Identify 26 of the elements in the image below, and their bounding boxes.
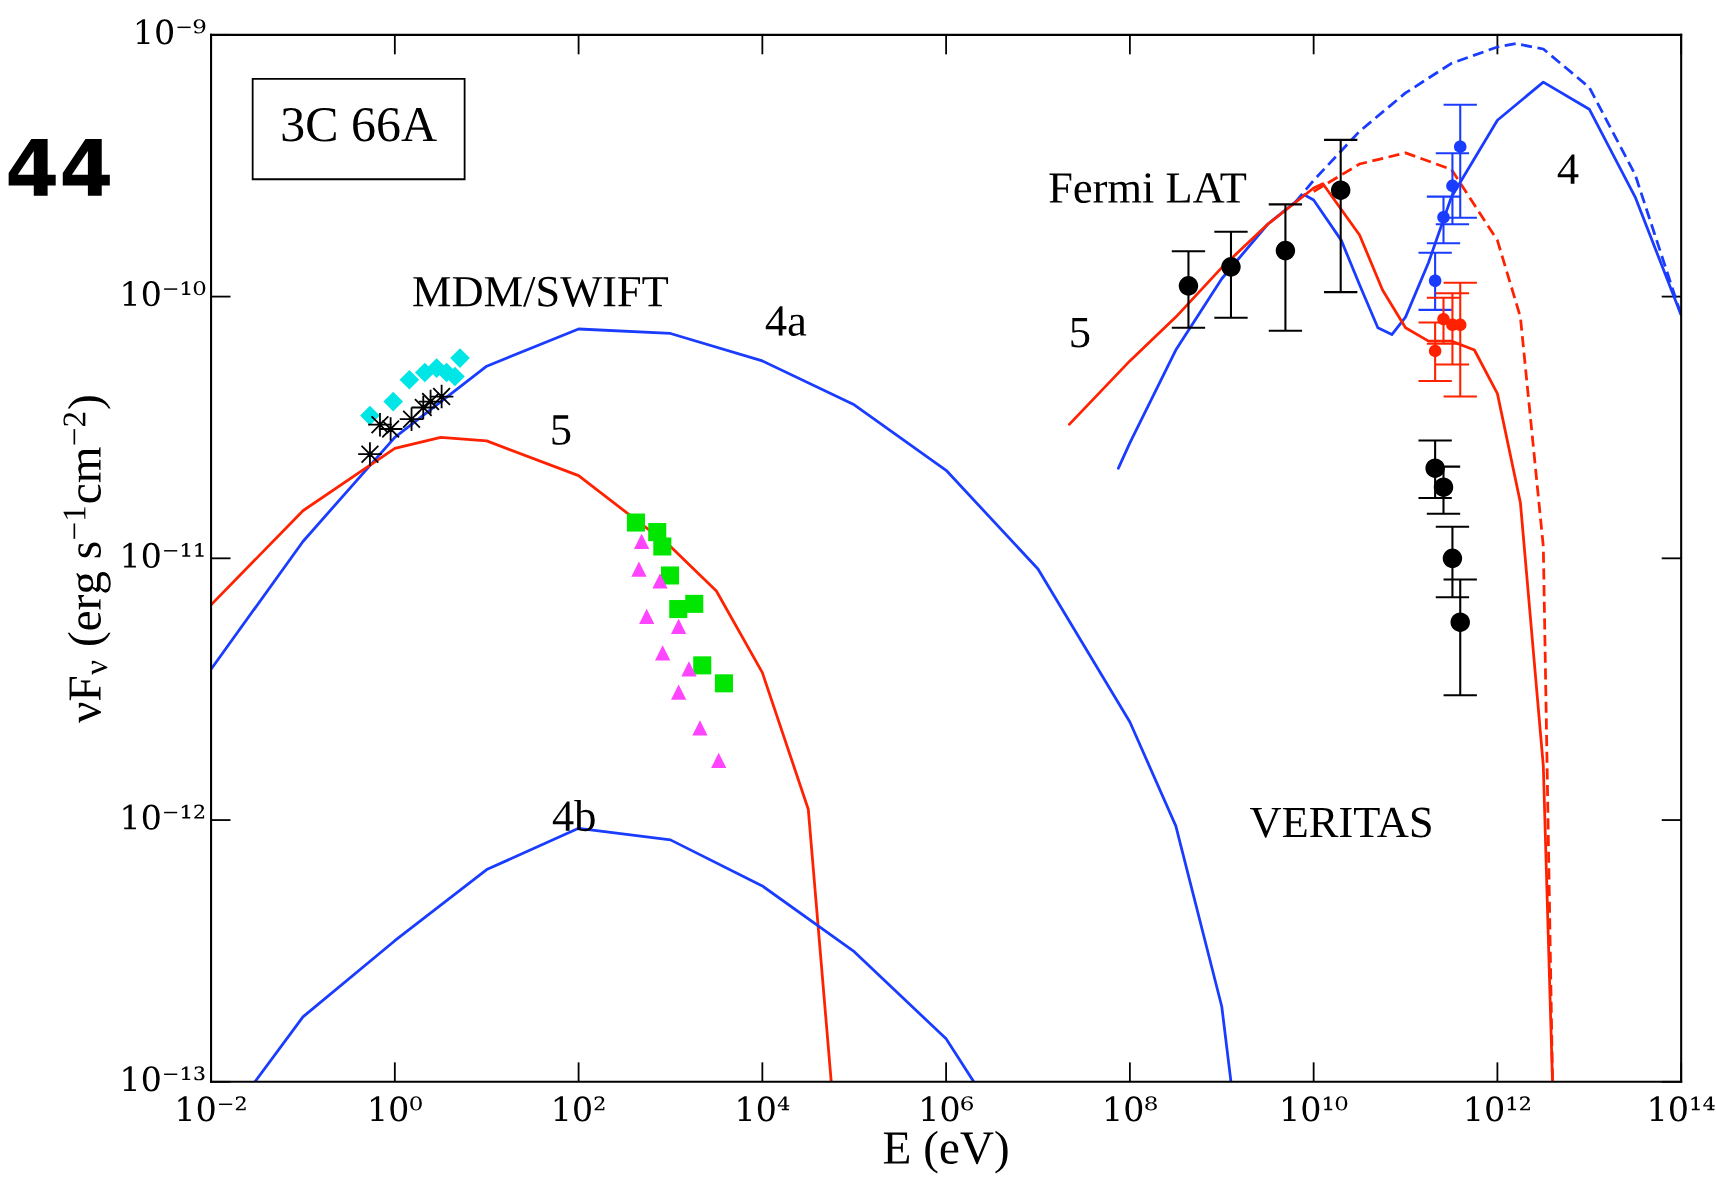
y-axis-title: νF$_{ν}$ (erg s$^{−1}$cm$^{−2}$) [63,396,111,723]
text: 3C 66A [282,108,437,142]
annotation: 5 [1071,317,1090,348]
x-tick-label: 10² [554,1096,605,1122]
x-axis-title: E (eV) [883,1130,1008,1174]
annotation: VERITAS [1250,807,1431,838]
x-tick-label: 10⁸ [1106,1096,1157,1122]
y-tick-label: 10⁻⁹ [136,19,206,45]
x-tick-label: 10⁴ [738,1096,790,1122]
y-tick-label: 10⁻¹⁰ [123,281,206,307]
y-tick-label: 10⁻¹² [123,804,205,830]
annotation: MDM/SWIFT [413,276,669,307]
text: 44 [8,139,110,196]
annotation: Fermi LAT [1049,173,1247,204]
annotation: 4a [765,306,807,336]
x-tick-label: 10¹⁰ [1283,1096,1348,1122]
x-tick-label: 10⁶ [922,1096,974,1122]
x-tick-label: 10¹⁴ [1650,1096,1715,1122]
x-tick-label: 10⁰ [371,1096,422,1122]
annotation: 4b [552,799,595,832]
x-tick-label: 10¹² [1466,1096,1530,1122]
annotation: 5 [552,415,571,445]
y-tick-label: 10⁻¹³ [123,1066,205,1092]
annotation: 4 [1557,154,1579,184]
x-tick-label: 10⁻² [178,1096,246,1122]
y-tick-label: 10⁻¹¹ [123,542,204,568]
